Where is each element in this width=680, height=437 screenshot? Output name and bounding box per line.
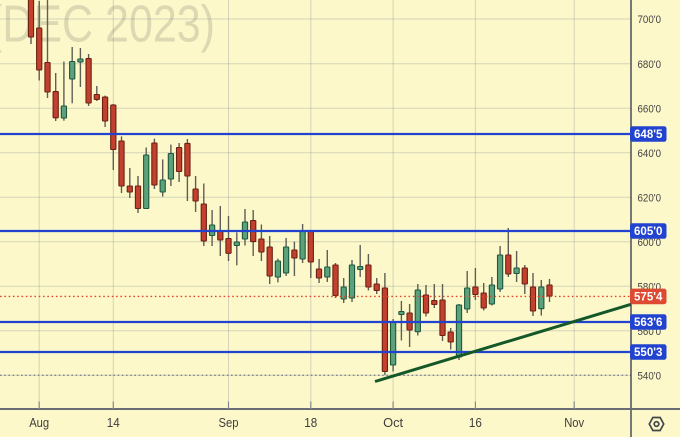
- svg-text:16: 16: [469, 416, 482, 430]
- svg-text:540'0: 540'0: [638, 370, 662, 382]
- svg-text:14: 14: [107, 416, 120, 430]
- svg-text:680'0: 680'0: [638, 59, 662, 71]
- svg-text:563'6: 563'6: [634, 317, 662, 329]
- svg-text:620'0: 620'0: [638, 192, 662, 204]
- svg-text:640'0: 640'0: [638, 148, 662, 160]
- svg-text:(DEC 2023): (DEC 2023): [0, 0, 215, 54]
- svg-text:Aug: Aug: [29, 416, 49, 430]
- svg-text:Nov: Nov: [564, 416, 585, 430]
- svg-text:Sep: Sep: [219, 416, 239, 430]
- svg-text:700'0: 700'0: [638, 14, 662, 26]
- svg-text:18: 18: [304, 416, 317, 430]
- svg-text:600'0: 600'0: [638, 237, 662, 249]
- svg-text:660'0: 660'0: [638, 103, 662, 115]
- svg-text:Oct: Oct: [383, 416, 404, 430]
- svg-text:575'4: 575'4: [634, 291, 663, 303]
- svg-text:605'0: 605'0: [634, 226, 662, 238]
- svg-text:648'5: 648'5: [634, 129, 663, 141]
- svg-text:550'3: 550'3: [634, 347, 662, 359]
